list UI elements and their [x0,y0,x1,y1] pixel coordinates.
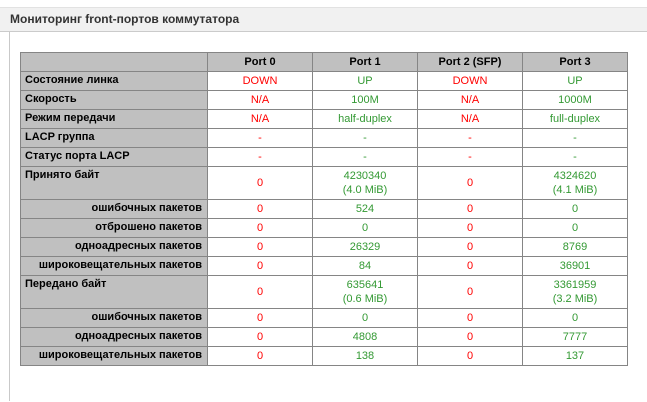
cell-port2: 0 [417,199,523,219]
cell-port1: 84 [312,256,418,276]
cell-port1: 138 [312,346,418,366]
row-label: Принято байт [20,166,208,200]
row-label: Режим передачи [20,109,208,129]
page-title: Мониторинг front-портов коммутатора [0,7,647,32]
cell-port2: - [417,128,523,148]
cell-port3: - [522,128,628,148]
column-header-port-3: Port 3 [522,52,628,72]
cell-port1: UP [312,71,418,91]
cell-port3: 4324620 (4.1 MiB) [522,166,628,200]
content-panel: Port 0 Port 1 Port 2 (SFP) Port 3 Состояние… [9,32,647,401]
cell-port2: 0 [417,237,523,257]
cell-port0: - [207,128,313,148]
cell-port1: 26329 [312,237,418,257]
cell-port0: 0 [207,199,313,219]
table-row: ошибочных пакетов 0 524 0 0 [20,199,628,219]
table-row: Скорость N/A 100M N/A 1000M [20,90,628,110]
ports-table-body: Состояние линка DOWN UP DOWN UP Скорость N/A 10… [20,71,628,366]
row-label: одноадресных пакетов [20,327,208,347]
cell-port1: 0 [312,308,418,328]
cell-port3: - [522,147,628,167]
cell-port0: 0 [207,275,313,309]
cell-port2: 0 [417,327,523,347]
table-row: одноадресных пакетов 0 4808 0 7777 [20,327,628,347]
row-label: Состояние линка [20,71,208,91]
table-row: LACP группа - - - - [20,128,628,148]
row-label: LACP группа [20,128,208,148]
page-title-text: Мониторинг front-портов коммутатора [10,12,240,26]
cell-port2: N/A [417,90,523,110]
table-row: широковещательных пакетов 0 138 0 137 [20,346,628,366]
row-label: Передано байт [20,275,208,309]
column-header-port-0: Port 0 [207,52,313,72]
row-label: Статус порта LACP [20,147,208,167]
cell-port2: 0 [417,256,523,276]
cell-port2: N/A [417,109,523,129]
cell-port1: 524 [312,199,418,219]
row-label: ошибочных пакетов [20,308,208,328]
table-row: широковещательных пакетов 0 84 0 36901 [20,256,628,276]
cell-port2: 0 [417,275,523,309]
cell-port0: 0 [207,256,313,276]
row-label: Скорость [20,90,208,110]
corner-cell [20,52,208,72]
row-label: одноадресных пакетов [20,237,208,257]
row-label: широковещательных пакетов [20,346,208,366]
cell-port3: 3361959 (3.2 MiB) [522,275,628,309]
table-row: отброшено пакетов 0 0 0 0 [20,218,628,238]
cell-port3: 7777 [522,327,628,347]
cell-port1: - [312,147,418,167]
cell-port0: 0 [207,308,313,328]
cell-port0: 0 [207,218,313,238]
cell-port0: - [207,147,313,167]
cell-port2: 0 [417,218,523,238]
cell-port3: 0 [522,308,628,328]
cell-port0: 0 [207,346,313,366]
cell-port3: 0 [522,218,628,238]
table-row: Состояние линка DOWN UP DOWN UP [20,71,628,91]
table-row: ошибочных пакетов 0 0 0 0 [20,308,628,328]
cell-port3: 0 [522,199,628,219]
ports-table: Port 0 Port 1 Port 2 (SFP) Port 3 Состояние… [20,52,628,366]
ports-table-head: Port 0 Port 1 Port 2 (SFP) Port 3 [20,52,628,72]
table-row: Передано байт 0 635641 (0.6 MiB) 0 3361959 (… [20,275,628,309]
cell-port2: DOWN [417,71,523,91]
cell-port1: half-duplex [312,109,418,129]
table-row: Статус порта LACP - - - - [20,147,628,167]
cell-port1: - [312,128,418,148]
cell-port0: 0 [207,166,313,200]
cell-port1: 635641 (0.6 MiB) [312,275,418,309]
column-header-port-1: Port 1 [312,52,418,72]
cell-port2: 0 [417,166,523,200]
table-row: одноадресных пакетов 0 26329 0 8769 [20,237,628,257]
cell-port1: 4808 [312,327,418,347]
page: Мониторинг front-портов коммутатора Port… [0,7,647,401]
table-row: Режим передачи N/A half-duplex N/A full-dupl… [20,109,628,129]
cell-port3: 1000M [522,90,628,110]
cell-port1: 0 [312,218,418,238]
column-header-port-2-sfp-: Port 2 (SFP) [417,52,523,72]
table-header-row: Port 0 Port 1 Port 2 (SFP) Port 3 [20,52,628,72]
cell-port1: 4230340 (4.0 MiB) [312,166,418,200]
cell-port3: 8769 [522,237,628,257]
cell-port2: 0 [417,308,523,328]
row-label: широковещательных пакетов [20,256,208,276]
cell-port0: N/A [207,109,313,129]
cell-port2: - [417,147,523,167]
cell-port0: 0 [207,327,313,347]
row-label: отброшено пакетов [20,218,208,238]
cell-port3: UP [522,71,628,91]
cell-port0: 0 [207,237,313,257]
row-label: ошибочных пакетов [20,199,208,219]
cell-port3: 36901 [522,256,628,276]
table-row: Принято байт 0 4230340 (4.0 MiB) 0 4324620 (… [20,166,628,200]
cell-port3: full-duplex [522,109,628,129]
cell-port0: DOWN [207,71,313,91]
cell-port3: 137 [522,346,628,366]
cell-port1: 100M [312,90,418,110]
cell-port0: N/A [207,90,313,110]
cell-port2: 0 [417,346,523,366]
